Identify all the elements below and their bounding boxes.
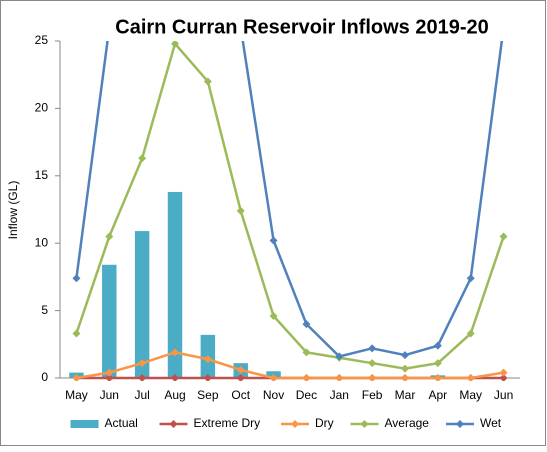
marker bbox=[138, 374, 147, 381]
plot-area bbox=[69, 41, 508, 381]
legend-marker bbox=[169, 420, 178, 428]
marker bbox=[203, 77, 212, 86]
line bbox=[76, 351, 504, 380]
marker bbox=[203, 374, 212, 381]
marker bbox=[171, 348, 179, 357]
marker bbox=[138, 359, 147, 368]
legend-marker bbox=[291, 420, 299, 428]
bar bbox=[167, 191, 183, 378]
marker bbox=[302, 374, 311, 381]
x-tick-label: May bbox=[65, 388, 88, 402]
marker bbox=[236, 206, 245, 215]
x-tick-label: Apr bbox=[429, 388, 448, 402]
marker bbox=[171, 41, 179, 48]
y-axis-label: Inflow (GL) bbox=[6, 181, 20, 240]
marker bbox=[368, 359, 377, 368]
marker bbox=[368, 374, 377, 381]
marker bbox=[269, 311, 278, 320]
marker bbox=[105, 232, 114, 241]
x-tick-label: Nov bbox=[263, 388, 284, 402]
bar bbox=[102, 264, 117, 378]
marker bbox=[499, 232, 508, 241]
x-tick-label: Jun bbox=[494, 388, 513, 402]
x-tick-label: Oct bbox=[231, 388, 250, 402]
legend-label: Average bbox=[385, 416, 430, 430]
marker bbox=[171, 374, 179, 381]
legend-label: Dry bbox=[315, 416, 334, 430]
x-tick-label: Aug bbox=[164, 388, 185, 402]
marker bbox=[236, 365, 245, 374]
legend-label: Extreme Dry bbox=[194, 416, 261, 430]
bar bbox=[134, 231, 150, 378]
marker bbox=[335, 374, 344, 381]
marker bbox=[72, 374, 81, 381]
marker bbox=[433, 341, 442, 350]
marker bbox=[466, 374, 475, 381]
marker bbox=[335, 352, 344, 361]
marker bbox=[401, 351, 409, 360]
marker bbox=[433, 374, 442, 381]
x-tick-label: Jun bbox=[100, 388, 119, 402]
x-tick-label: Jan bbox=[330, 388, 349, 402]
marker bbox=[368, 344, 377, 353]
marker bbox=[269, 236, 278, 245]
marker bbox=[401, 364, 409, 373]
marker bbox=[72, 274, 81, 283]
legend-marker bbox=[360, 420, 369, 428]
y-tick-label: 25 bbox=[35, 33, 49, 47]
marker bbox=[138, 154, 147, 163]
marker bbox=[466, 274, 475, 283]
x-tick-label: Dec bbox=[296, 388, 317, 402]
marker bbox=[499, 368, 508, 377]
chart-title: Cairn Curran Reservoir Inflows 2019-20 bbox=[115, 16, 488, 38]
legend-label: Wet bbox=[480, 416, 502, 430]
y-tick-label: 10 bbox=[35, 235, 49, 249]
x-tick-label: May bbox=[459, 388, 482, 402]
marker bbox=[302, 348, 311, 357]
x-tick-label: Mar bbox=[395, 388, 416, 402]
marker bbox=[302, 320, 311, 329]
y-tick-label: 15 bbox=[35, 168, 49, 182]
line bbox=[75, 41, 505, 370]
marker bbox=[203, 355, 212, 364]
marker bbox=[401, 374, 409, 381]
x-tick-label: Feb bbox=[362, 388, 383, 402]
marker bbox=[72, 329, 81, 338]
marker bbox=[105, 368, 114, 377]
marker bbox=[466, 329, 475, 338]
marker bbox=[499, 374, 508, 381]
marker bbox=[269, 374, 278, 381]
marker bbox=[105, 374, 114, 381]
y-tick-label: 20 bbox=[35, 101, 49, 115]
marker bbox=[433, 359, 442, 368]
y-tick-label: 5 bbox=[41, 303, 48, 317]
legend-swatch bbox=[70, 420, 99, 428]
legend-marker bbox=[456, 420, 464, 428]
y-tick-label: 0 bbox=[41, 370, 48, 384]
marker bbox=[236, 374, 245, 381]
x-tick-label: Sep bbox=[197, 388, 219, 402]
x-tick-label: Jul bbox=[134, 388, 149, 402]
legend-label: Actual bbox=[105, 416, 138, 430]
